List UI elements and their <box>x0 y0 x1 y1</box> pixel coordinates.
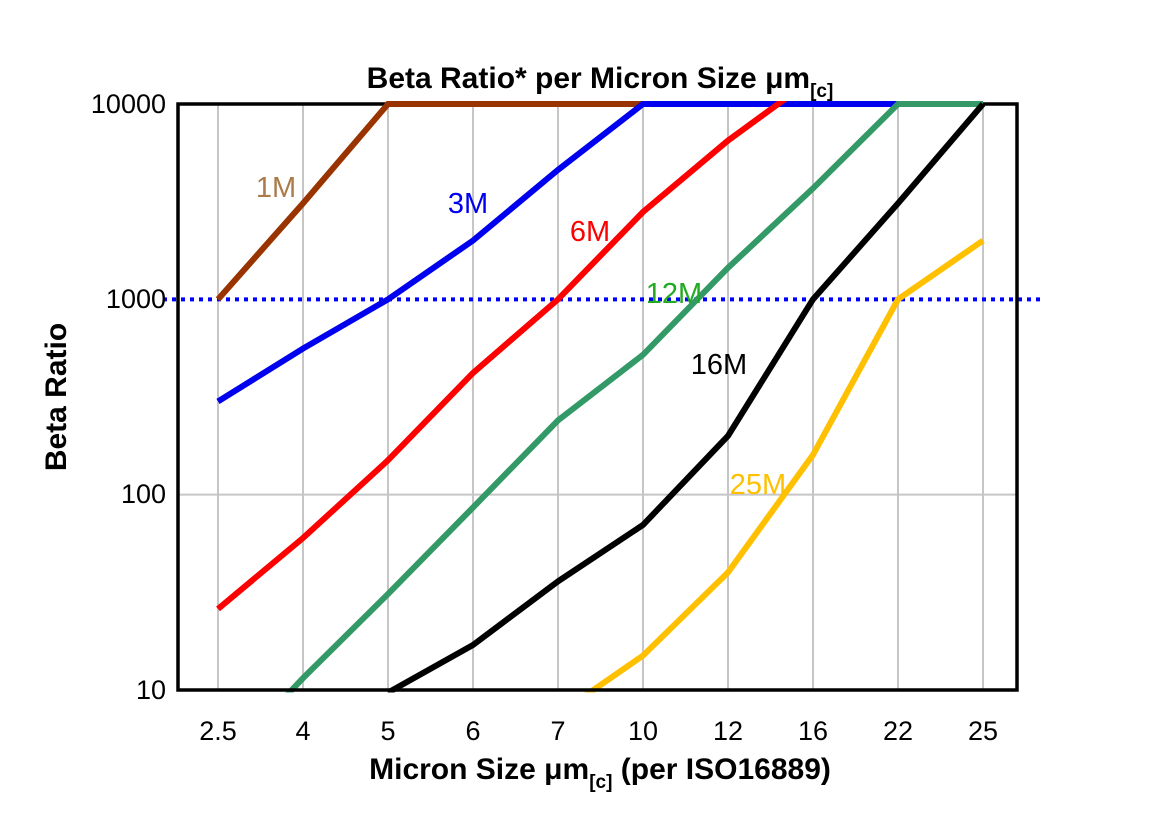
x-tick-22: 22 <box>883 716 913 746</box>
series-line-6M <box>216 101 788 612</box>
y-tick-1000: 1000 <box>106 284 166 314</box>
series-labels: 1M 3M 6M 12M 16M 25M <box>256 172 786 501</box>
series-line-3M <box>216 101 983 405</box>
x-axis-title: Micron Size μm[c] (per ISO16889) <box>369 753 831 793</box>
y-tick-10: 10 <box>136 675 166 705</box>
x-tick-4: 4 <box>295 716 310 746</box>
plot-border <box>176 102 1019 692</box>
y-axis-title: Beta Ratio <box>40 323 73 471</box>
series-label-3M: 3M <box>448 188 488 220</box>
x-tick-6: 6 <box>465 716 480 746</box>
series-line-16M <box>386 102 986 693</box>
series-label-6M: 6M <box>570 216 610 248</box>
x-tick-10: 10 <box>628 716 658 746</box>
x-tick-16: 16 <box>798 716 828 746</box>
y-tick-10000: 10000 <box>91 89 166 119</box>
x-tick-2-5: 2.5 <box>199 716 237 746</box>
x-tick-7: 7 <box>550 716 565 746</box>
gridlines <box>178 104 1017 690</box>
x-tick-5: 5 <box>380 716 395 746</box>
series-label-1M: 1M <box>256 172 296 204</box>
x-tick-12: 12 <box>713 716 743 746</box>
x-tick-25: 25 <box>968 716 998 746</box>
series-label-16M: 16M <box>691 349 747 381</box>
series-line-25M <box>584 238 985 693</box>
series-lines <box>215 101 986 693</box>
series-label-12M: 12M <box>646 278 702 310</box>
chart-title: Beta Ratio* per Micron Size μm[c] <box>367 62 834 102</box>
y-tick-100: 100 <box>121 479 166 509</box>
series-label-25M: 25M <box>730 469 786 501</box>
series-line-12M <box>285 101 983 693</box>
